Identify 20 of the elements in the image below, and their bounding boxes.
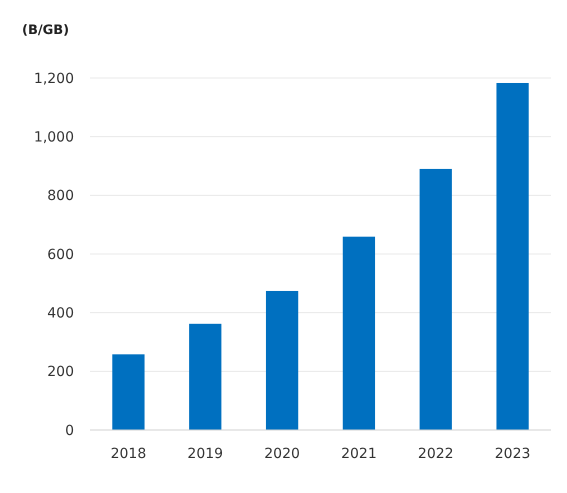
bar bbox=[420, 168, 452, 430]
x-tick-label: 2022 bbox=[418, 446, 454, 462]
x-tick-label: 2018 bbox=[110, 446, 146, 462]
x-tick-label: 2021 bbox=[341, 446, 377, 462]
y-tick-label: 1,000 bbox=[34, 130, 74, 146]
bar bbox=[112, 354, 145, 430]
bar bbox=[496, 82, 529, 430]
x-tick-label: 2019 bbox=[187, 446, 224, 462]
x-tick-label: 2020 bbox=[264, 446, 300, 462]
y-axis-title: (B/GB) bbox=[22, 23, 70, 38]
bar bbox=[342, 236, 376, 430]
y-tick-label: 600 bbox=[47, 246, 74, 263]
y-tick-label: 400 bbox=[47, 306, 74, 322]
x-tick-label: 2023 bbox=[494, 446, 530, 462]
y-tick-label: 1,200 bbox=[34, 70, 74, 87]
bar bbox=[189, 324, 222, 430]
y-tick-label: 0 bbox=[65, 422, 74, 439]
bar bbox=[266, 290, 298, 430]
y-tick-label: 800 bbox=[47, 188, 74, 204]
y-tick-label: 200 bbox=[47, 364, 74, 380]
